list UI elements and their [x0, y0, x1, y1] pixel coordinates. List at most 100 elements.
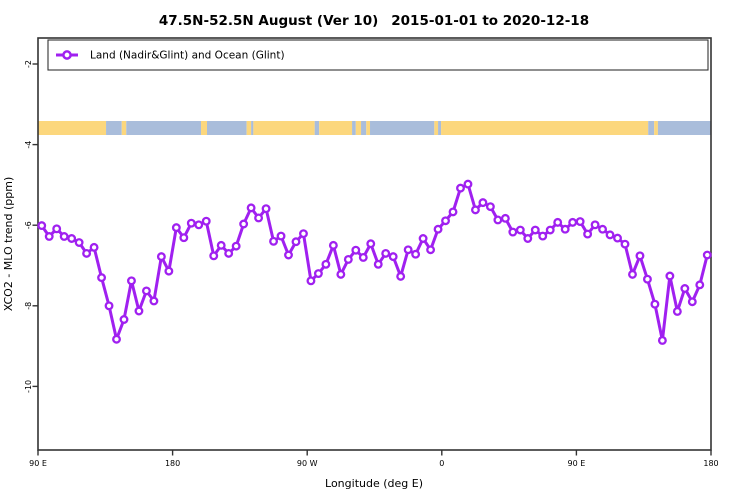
- band-segment-ocean: [352, 121, 356, 135]
- data-series: [37, 179, 712, 345]
- data-point: [463, 179, 473, 189]
- band-segment-land: [366, 121, 371, 135]
- data-point: [284, 250, 293, 260]
- data-point: [74, 238, 84, 247]
- data-point: [299, 229, 308, 239]
- band-segment-ocean: [206, 121, 247, 135]
- data-point: [164, 266, 174, 276]
- data-point: [351, 245, 361, 255]
- surface-type-band: [38, 121, 711, 135]
- data-point: [590, 220, 600, 230]
- data-point: [52, 224, 62, 234]
- data-point: [104, 301, 114, 311]
- data-point: [605, 230, 615, 240]
- legend-box: [47, 39, 709, 71]
- data-point: [156, 252, 166, 262]
- data-point: [149, 296, 159, 306]
- data-point: [216, 240, 226, 250]
- data-point: [598, 224, 608, 234]
- data-point: [568, 217, 578, 227]
- data-point: [485, 202, 495, 212]
- band-segment-land: [434, 121, 439, 135]
- data-point: [665, 271, 675, 281]
- x-tick-label: 90 E: [29, 459, 47, 468]
- data-point: [358, 252, 368, 262]
- legend-label: Land (Nadir&Glint) and Ocean (Glint): [90, 50, 285, 62]
- data-point: [246, 203, 256, 213]
- data-point: [538, 231, 548, 241]
- data-point: [89, 242, 99, 252]
- data-point: [186, 218, 196, 228]
- data-point: [373, 259, 383, 269]
- data-point: [194, 220, 204, 230]
- data-point: [276, 231, 286, 241]
- band-segment-land: [38, 121, 107, 135]
- band-segment-ocean: [126, 121, 202, 135]
- data-point: [224, 248, 234, 258]
- data-point: [366, 239, 376, 249]
- y-axis-label: XCO2 - MLO trend (ppm): [2, 177, 15, 312]
- band-segment-land: [246, 121, 252, 135]
- data-point: [328, 240, 338, 250]
- data-point: [261, 204, 271, 214]
- data-point: [313, 269, 323, 279]
- x-axis-ticks: 90 E 180 90 W 0 90 E 180: [29, 450, 719, 468]
- data-point: [687, 297, 697, 307]
- y-tick-label: -2: [24, 60, 33, 68]
- data-point: [209, 251, 219, 261]
- chart-title-range: 47.5N-52.5N August (Ver 10): [159, 13, 378, 29]
- y-tick-label: -6: [24, 221, 33, 229]
- band-segment-ocean: [314, 121, 320, 135]
- x-tick-label: 180: [703, 459, 718, 468]
- data-point: [59, 232, 69, 241]
- data-point: [613, 233, 622, 243]
- data-point: [657, 336, 667, 345]
- data-point: [82, 248, 92, 258]
- data-point: [171, 223, 181, 233]
- data-point: [141, 286, 151, 296]
- band-segment-ocean: [648, 121, 655, 135]
- data-point: [254, 213, 264, 223]
- x-tick-label: 180: [165, 459, 180, 468]
- data-point: [508, 227, 518, 237]
- data-point: [231, 241, 241, 251]
- data-point: [269, 236, 278, 246]
- band-segment-ocean: [370, 121, 435, 135]
- band-segment-ocean: [106, 121, 122, 135]
- data-point: [321, 259, 331, 269]
- band-segment-land: [355, 121, 362, 135]
- y-tick-label: -10: [24, 380, 33, 393]
- data-point: [672, 306, 682, 316]
- band-segment-land: [201, 121, 207, 135]
- chart-title-dates: 2015-01-01 to 2020-12-18: [391, 13, 589, 29]
- data-point: [291, 237, 301, 247]
- data-point: [500, 213, 510, 223]
- data-point: [635, 251, 645, 261]
- band-segment-land: [654, 121, 658, 135]
- data-point: [560, 224, 570, 234]
- data-point: [134, 306, 144, 316]
- band-segment-ocean: [657, 121, 711, 135]
- data-point: [239, 219, 249, 229]
- data-point: [201, 216, 211, 226]
- data-point: [97, 273, 107, 283]
- band-segment-land: [319, 121, 353, 135]
- data-point: [456, 183, 465, 193]
- chart-title: 47.5N-52.5N August (Ver 10) 2015-01-01 to…: [159, 13, 589, 29]
- data-point: [620, 239, 630, 249]
- y-tick-label: -4: [24, 141, 33, 149]
- data-point: [575, 217, 585, 227]
- data-point: [411, 249, 421, 259]
- plot-border: [37, 37, 712, 451]
- data-point: [306, 276, 316, 286]
- data-point: [381, 248, 391, 258]
- band-segment-land: [253, 121, 315, 135]
- band-segment-ocean: [251, 121, 254, 135]
- data-point: [426, 245, 436, 255]
- band-segment-land: [441, 121, 649, 135]
- data-point: [553, 217, 563, 227]
- data-point: [471, 205, 480, 215]
- data-point: [127, 276, 136, 286]
- data-point: [441, 216, 450, 226]
- data-point: [112, 334, 121, 344]
